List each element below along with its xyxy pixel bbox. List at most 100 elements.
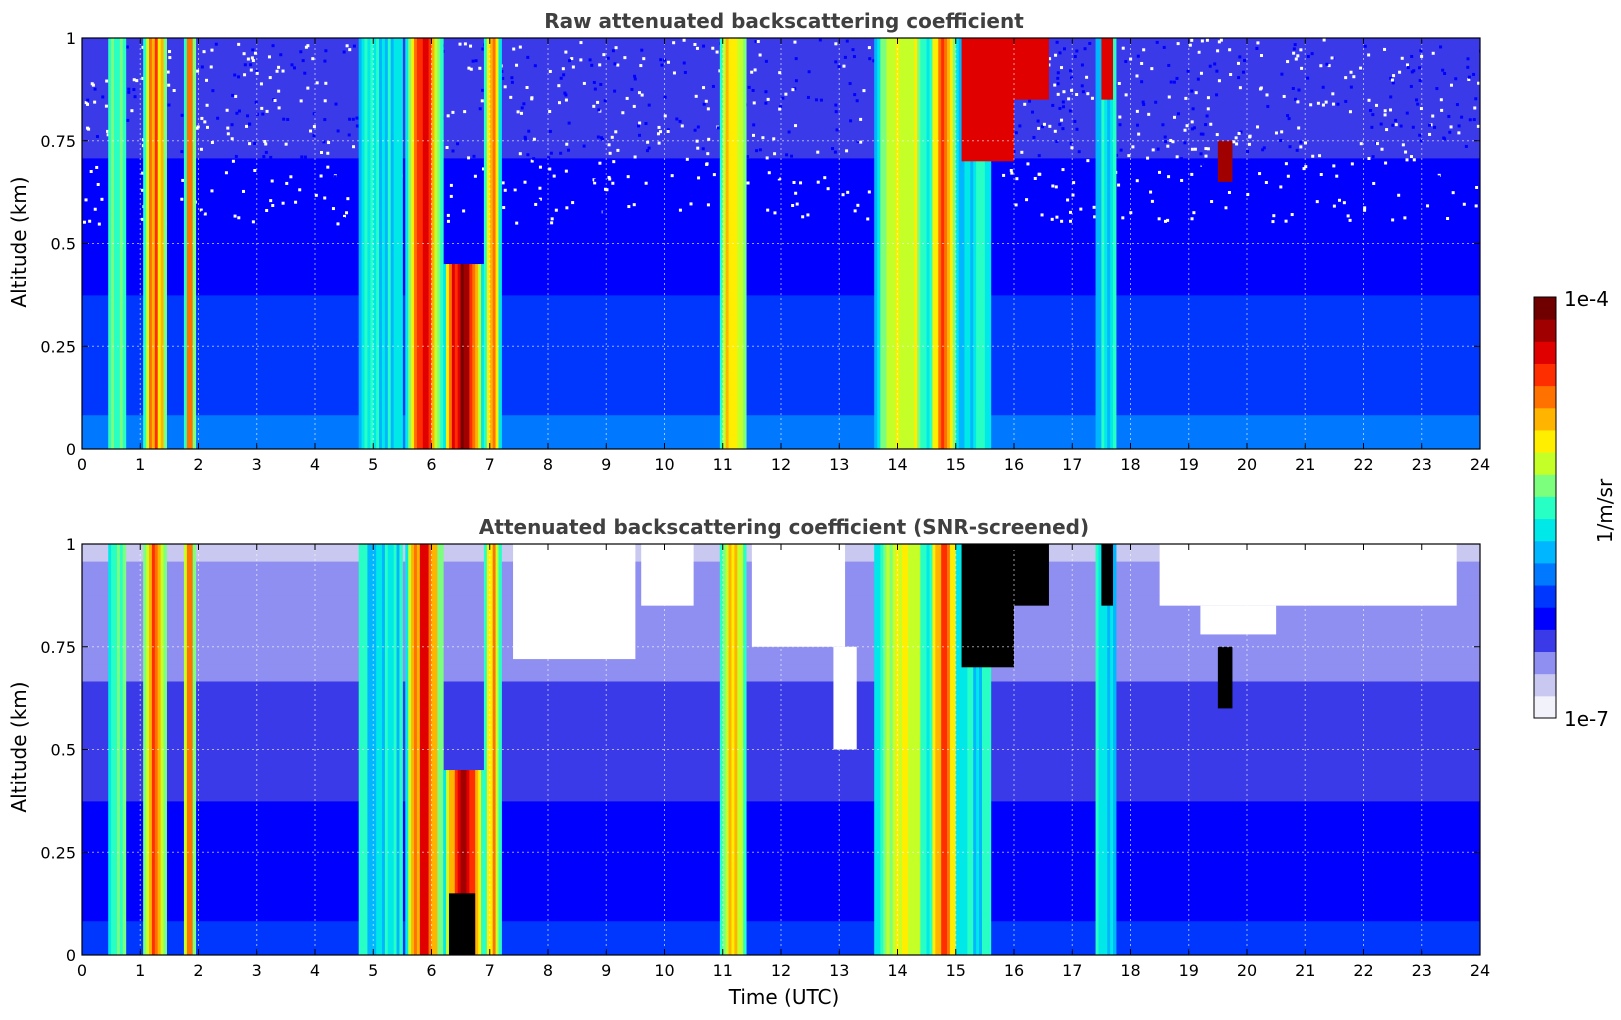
bottom-panel: Attenuated backscattering coefficient (S… — [7, 515, 1490, 1009]
band-column — [1110, 38, 1114, 449]
x-tick-label: 15 — [946, 961, 966, 980]
noise-pixel — [1439, 45, 1443, 49]
noise-pixel — [1324, 100, 1328, 104]
noise-pixel — [549, 151, 553, 155]
noise-pixel — [1299, 48, 1303, 52]
noise-pixel — [647, 146, 651, 150]
noise-pixel — [1457, 131, 1461, 135]
y-tick-label: 0 — [66, 946, 76, 965]
noise-pixel — [1175, 155, 1179, 159]
x-tick-label: 4 — [310, 961, 320, 980]
band-column — [958, 38, 963, 449]
noise-pixel — [851, 48, 855, 52]
band-column — [373, 38, 377, 449]
band-column — [440, 544, 444, 955]
noise-pixel — [248, 194, 252, 198]
noise-pixel — [1374, 220, 1378, 224]
noise-pixel — [466, 202, 470, 206]
colorbar-swatch — [1534, 429, 1556, 453]
noise-pixel — [564, 221, 568, 225]
noise-pixel — [282, 117, 286, 121]
noise-pixel — [234, 154, 238, 158]
noise-pixel — [814, 98, 818, 102]
y-tick-label: 0.25 — [40, 843, 76, 862]
x-tick-label: 14 — [887, 961, 907, 980]
noise-pixel — [1402, 197, 1406, 201]
band-column — [481, 264, 485, 449]
noise-pixel — [845, 39, 849, 43]
x-tick-label: 2 — [193, 961, 203, 980]
noise-pixel — [1204, 154, 1208, 158]
noise-pixel — [1420, 54, 1424, 58]
x-tick-label: 21 — [1295, 961, 1315, 980]
noise-pixel — [326, 165, 330, 169]
noise-pixel — [557, 101, 561, 105]
noise-pixel — [212, 207, 216, 211]
colorbar-swatch — [1534, 319, 1556, 342]
noise-pixel — [303, 155, 307, 159]
band-column — [874, 544, 878, 955]
noise-pixel — [571, 65, 575, 69]
band-column — [373, 544, 377, 955]
noise-pixel — [200, 65, 204, 69]
noise-pixel — [588, 58, 592, 62]
noise-pixel — [1215, 133, 1219, 137]
noise-pixel — [267, 55, 271, 59]
noise-pixel — [348, 48, 352, 52]
noise-pixel — [1190, 120, 1194, 124]
band-column — [929, 38, 933, 449]
noise-pixel — [1391, 218, 1395, 222]
noise-pixel — [1196, 77, 1200, 81]
noise-pixel — [180, 113, 184, 117]
noise-pixel — [1172, 80, 1176, 84]
noise-pixel — [1375, 103, 1379, 107]
noise-pixel — [341, 194, 345, 198]
noise-pixel — [1237, 167, 1241, 171]
noise-pixel — [323, 99, 327, 103]
noise-pixel — [660, 63, 664, 67]
noise-pixel — [1466, 65, 1470, 69]
noise-pixel — [1388, 108, 1392, 112]
noise-pixel — [758, 148, 762, 152]
noise-pixel — [1448, 130, 1452, 134]
cloud-patch — [448, 893, 476, 955]
noise-pixel — [1391, 81, 1395, 85]
colorbar-swatch — [1534, 474, 1556, 497]
noise-pixel — [88, 180, 92, 184]
band-column — [914, 544, 918, 955]
noise-pixel — [1161, 123, 1165, 127]
noise-pixel — [249, 68, 253, 72]
noise-pixel — [1379, 122, 1383, 126]
colorbar-swatch — [1534, 407, 1556, 431]
noise-pixel — [1190, 172, 1194, 176]
noise-pixel — [592, 178, 596, 182]
band-column — [889, 38, 894, 449]
noise-pixel — [1283, 196, 1287, 200]
noise-pixel — [1318, 154, 1322, 158]
noise-pixel — [1167, 175, 1171, 179]
noise-pixel — [842, 64, 846, 68]
noise-pixel — [1146, 156, 1150, 160]
noise-pixel — [1246, 150, 1250, 154]
x-tick-label: 3 — [252, 455, 262, 474]
noise-pixel — [1397, 193, 1401, 197]
noise-pixel — [552, 174, 556, 178]
x-axis-label: Time (UTC) — [728, 985, 840, 1009]
noise-pixel — [1056, 92, 1060, 96]
noise-pixel — [1199, 71, 1203, 75]
noise-pixel — [104, 104, 108, 108]
noise-pixel — [1201, 132, 1205, 136]
noise-pixel — [289, 175, 293, 179]
noise-pixel — [1156, 147, 1160, 151]
noise-pixel — [1015, 177, 1019, 181]
noise-pixel — [562, 73, 566, 77]
band-column — [904, 544, 909, 955]
noise-pixel — [816, 150, 820, 154]
noise-pixel — [503, 85, 507, 89]
band-column — [877, 38, 881, 449]
noise-pixel — [795, 202, 799, 206]
noise-pixel — [1068, 210, 1072, 214]
noise-pixel — [323, 118, 327, 122]
noise-pixel — [755, 149, 759, 153]
noise-pixel — [1418, 133, 1422, 137]
